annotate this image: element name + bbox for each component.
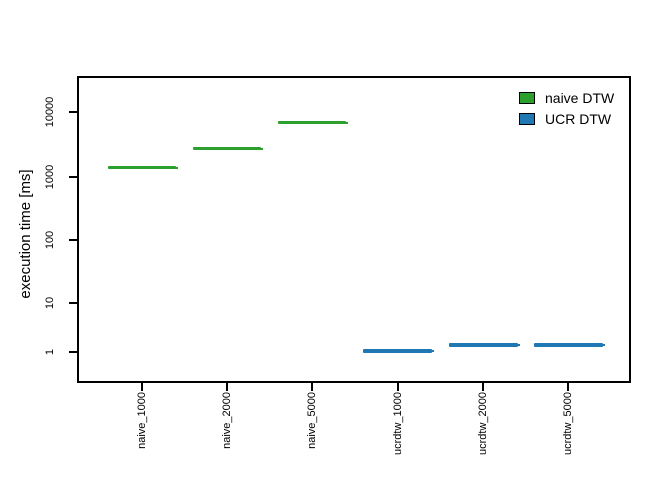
legend-swatch-blue-icon [519,112,535,125]
plot-area [77,76,631,383]
legend-item-ucr-dtw: UCR DTW [519,108,614,129]
y-tick-label: 1 [44,348,56,356]
legend-swatch-green-icon [519,91,535,104]
x-tick-label: naive_2000 [221,392,233,449]
x-tick-label: ucrdtw_1000 [392,392,404,455]
whisker-naive-5000 [344,122,348,124]
median-line-naive-1000 [108,166,176,169]
y-tickmark-10 [69,302,77,304]
legend-item-naive-dtw: naive DTW [519,87,614,108]
y-axis-title: execution time [ms] [17,169,34,299]
y-tick-label: 100 [44,230,56,250]
y-tickmark-1000 [69,176,77,178]
whisker-naive-1000 [174,167,178,169]
whisker-naive-2000 [259,148,263,150]
legend-label: naive DTW [545,89,615,106]
y-tick-label: 10000 [44,96,56,128]
y-tickmark-10000 [69,111,77,113]
x-tickmark-naive-1000 [141,383,143,391]
legend: naive DTW UCR DTW [519,87,614,129]
x-tickmark-naive-2000 [226,383,228,391]
y-tick-label: 10 [44,296,56,310]
whisker-ucrdtw-1000 [430,350,434,352]
y-tickmark-1 [69,351,77,353]
median-line-naive-5000 [278,121,346,124]
whisker-ucrdtw-2000 [516,344,520,346]
x-tick-label: ucrdtw_2000 [477,392,489,455]
x-tick-label: naive_1000 [136,392,148,449]
y-tickmark-100 [69,239,77,241]
x-tickmark-naive-5000 [311,383,313,391]
legend-label: UCR DTW [545,110,612,127]
x-tickmark-ucrdtw-1000 [397,383,399,391]
x-tick-label: naive_5000 [306,392,318,449]
y-tick-label: 1000 [44,164,56,190]
x-tickmark-ucrdtw-5000 [567,383,569,391]
x-tickmark-ucrdtw-2000 [482,383,484,391]
whisker-ucrdtw-5000 [601,344,605,346]
median-line-ucrdtw-5000 [534,343,603,347]
median-line-ucrdtw-2000 [449,343,518,347]
x-tick-label: ucrdtw_5000 [562,392,574,455]
median-line-naive-2000 [193,147,261,150]
median-line-ucrdtw-1000 [363,349,432,353]
